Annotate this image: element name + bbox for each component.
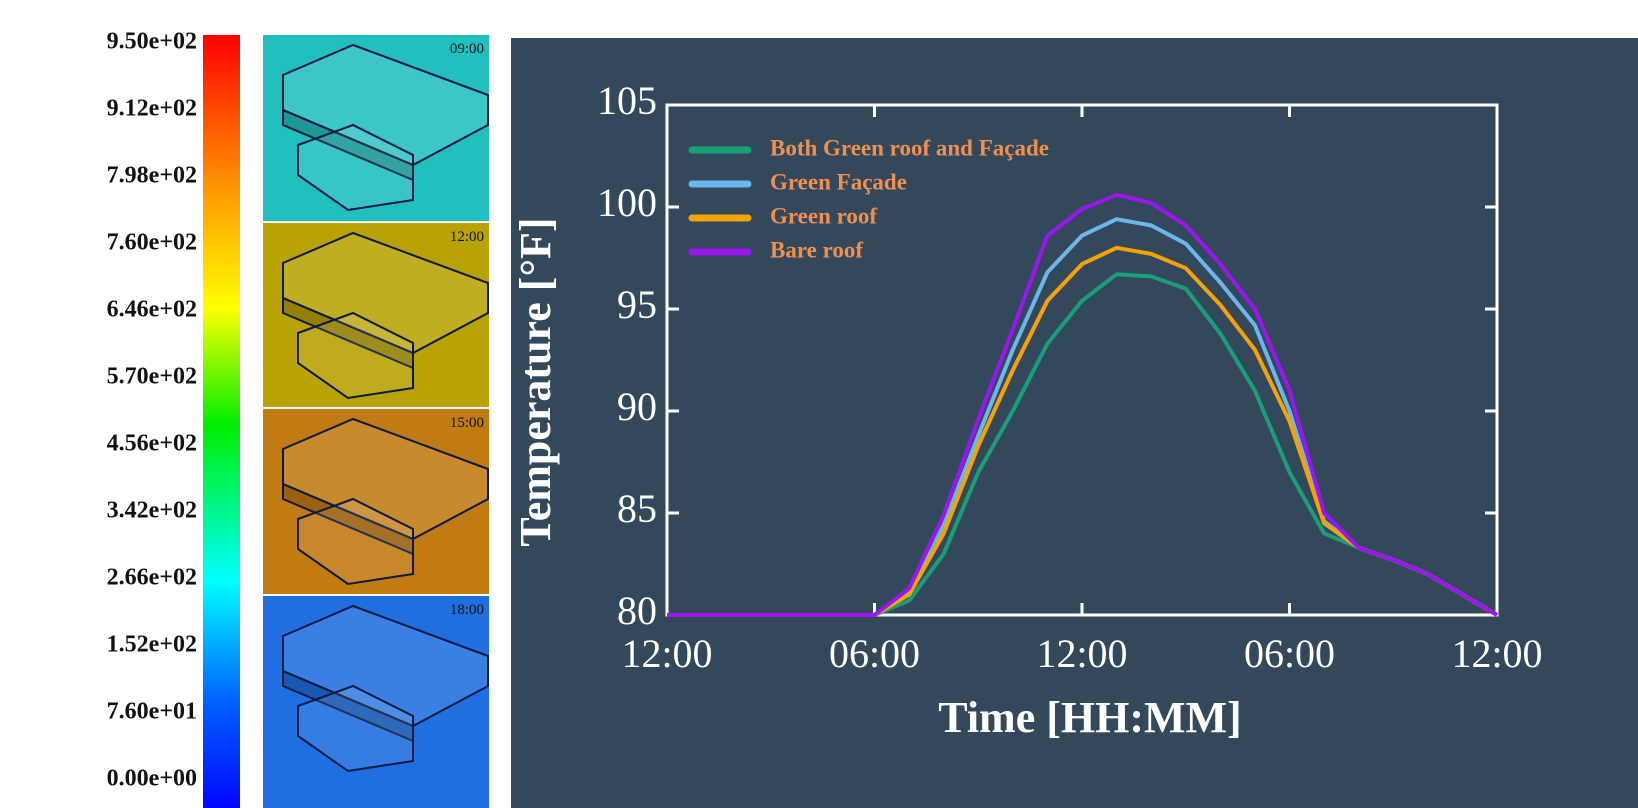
chart-background [511, 38, 1638, 808]
colorbar-label: 1.52e+02 [107, 632, 197, 658]
colorbar-label: 7.60e+02 [107, 230, 197, 256]
panel-time: 12:00 [450, 229, 484, 245]
y-tick-label: 85 [617, 486, 657, 531]
x-tick-label: 12:00 [1036, 631, 1127, 676]
y-tick-label: 95 [617, 282, 657, 327]
y-tick-label: 100 [597, 180, 657, 225]
colorbar [203, 35, 240, 808]
panel-time: 15:00 [450, 415, 484, 431]
colorbar-label: 5.70e+02 [107, 364, 197, 390]
colorbar-label: 6.46e+02 [107, 297, 197, 323]
colorbar-label: 7.98e+02 [107, 163, 197, 189]
x-tick-label: 06:00 [829, 631, 920, 676]
y-axis-title: Temperature [°F] [511, 217, 560, 546]
colorbar-label: 0.00e+00 [107, 766, 197, 792]
legend-label: Green roof [770, 203, 877, 228]
x-tick-label: 06:00 [1244, 631, 1335, 676]
colorbar-label: 9.12e+02 [107, 96, 197, 122]
legend-label: Bare roof [770, 237, 863, 262]
panel-time: 09:00 [450, 41, 484, 57]
y-tick-label: 80 [617, 588, 657, 633]
panels: 09:00 12:00 15:00 18:00 [263, 35, 489, 808]
colorbar-label: 4.56e+02 [107, 431, 197, 457]
x-tick-label: 12:00 [1451, 631, 1542, 676]
x-tick-label: 12:00 [621, 631, 712, 676]
colorbar-labels: 9.50e+02 9.12e+02 7.98e+02 7.60e+02 6.46e+02… [107, 29, 197, 792]
colorbar-label: 9.50e+02 [107, 29, 197, 55]
legend-label: Both Green roof and Façade [770, 135, 1049, 160]
y-tick-label: 105 [597, 78, 657, 123]
colorbar-label: 7.60e+01 [107, 699, 197, 725]
colorbar-label: 3.42e+02 [107, 498, 197, 524]
legend-label: Green Façade [770, 169, 907, 194]
x-axis-title: Time [HH:MM] [938, 693, 1241, 742]
y-tick-label: 90 [617, 384, 657, 429]
series-line [667, 192, 1499, 617]
panel-time: 18:00 [450, 602, 484, 618]
colorbar-label: 2.66e+02 [107, 565, 197, 591]
